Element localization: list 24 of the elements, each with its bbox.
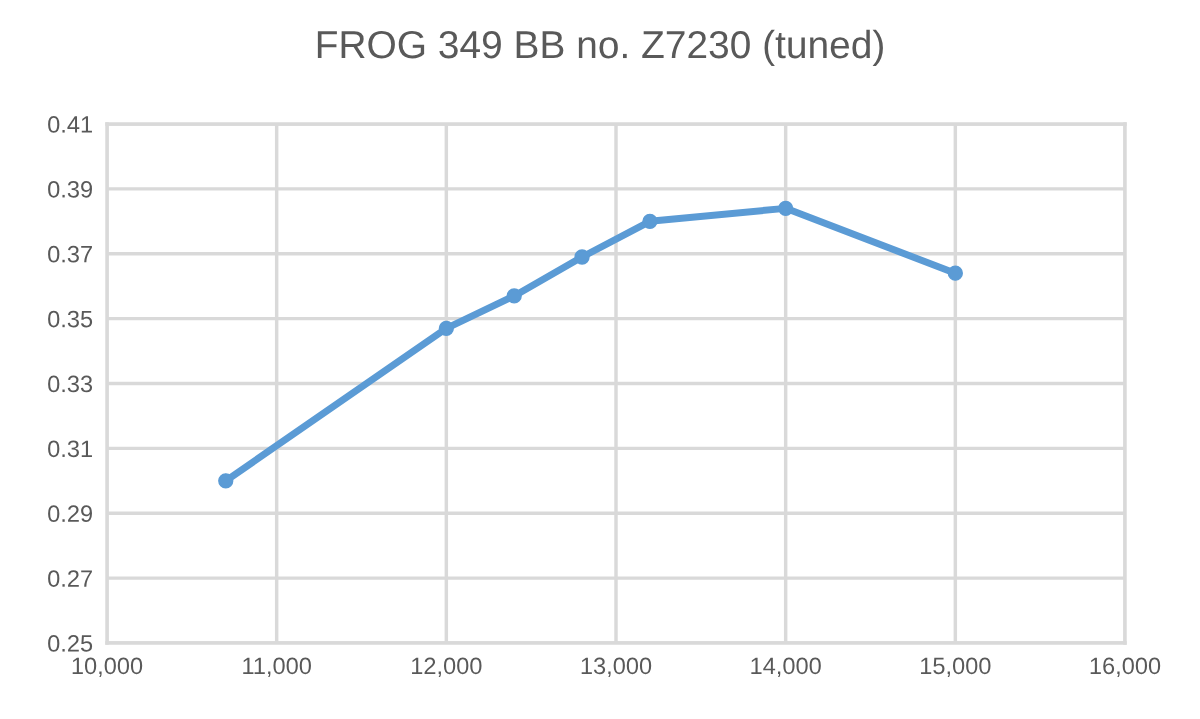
x-tick-label: 16,000 <box>1090 657 1161 678</box>
x-tick-label: 13,000 <box>581 657 652 678</box>
y-tick-label: 0.29 <box>48 505 92 523</box>
x-tick-label: 15,000 <box>921 657 991 678</box>
y-tick-label: 0.35 <box>48 310 93 328</box>
point <box>218 473 234 489</box>
x-tick-label: 10,000 <box>72 657 143 678</box>
point <box>947 265 963 281</box>
y-tick-label: 0.39 <box>48 180 92 198</box>
point <box>642 213 658 229</box>
x-tick-label: 12,000 <box>412 657 482 678</box>
x-tick-label: 14,000 <box>751 657 821 678</box>
point <box>778 200 794 216</box>
y-tick-label: 0.27 <box>48 570 92 587</box>
point <box>506 288 522 304</box>
y-tick-label: 0.41 <box>48 116 92 133</box>
y-tick-label: 0.33 <box>48 375 93 393</box>
chart-title: FROG 349 BB no. Z7230 (tuned) <box>317 29 883 67</box>
point <box>574 249 590 265</box>
point <box>438 320 454 336</box>
x-tick-label: 11,000 <box>243 657 311 678</box>
y-tick-label: 0.31 <box>48 440 92 458</box>
y-tick-label: 0.25 <box>48 635 93 652</box>
y-tick-label: 0.37 <box>48 245 92 263</box>
